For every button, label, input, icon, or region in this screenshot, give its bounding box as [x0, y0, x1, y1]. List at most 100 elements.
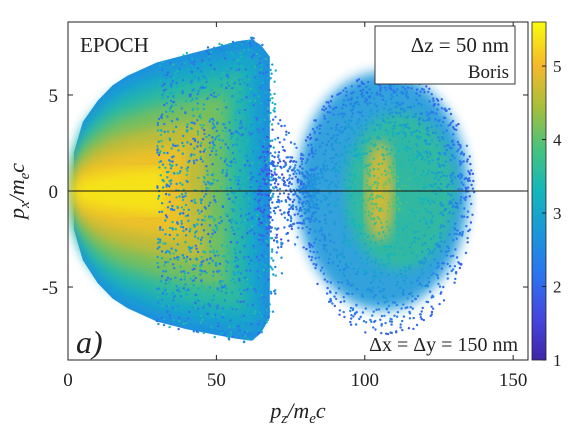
secondary-bunch-point: [428, 151, 432, 154]
main-bunch-point: [259, 86, 262, 90]
secondary-bunch-point: [468, 173, 472, 176]
bridge-point: [270, 161, 273, 164]
secondary-bunch-point: [408, 264, 412, 267]
main-bunch-point: [243, 164, 247, 167]
secondary-bunch-point: [382, 113, 385, 116]
main-bunch-point: [161, 163, 165, 166]
main-bunch-point: [182, 208, 185, 211]
main-bunch-point: [239, 207, 243, 211]
bridge-point: [292, 193, 295, 196]
secondary-bunch-point: [366, 235, 370, 238]
bridge-point: [289, 207, 292, 210]
main-bunch-point: [253, 99, 257, 102]
secondary-bunch-point: [346, 198, 349, 201]
panel-label: a): [76, 324, 103, 360]
bridge-point: [283, 211, 286, 214]
secondary-bunch-point: [352, 106, 355, 110]
secondary-bunch-point: [403, 253, 406, 256]
secondary-bunch-point: [396, 241, 399, 244]
secondary-bunch-point: [454, 228, 457, 231]
secondary-bunch-point: [440, 124, 443, 127]
main-bunch-point: [247, 176, 250, 180]
secondary-bunch-point: [327, 261, 330, 265]
secondary-bunch-point: [373, 320, 376, 324]
secondary-bunch-point: [419, 200, 422, 204]
secondary-bunch-point: [334, 170, 337, 173]
secondary-bunch-point: [449, 174, 452, 178]
main-bunch-point: [199, 144, 202, 147]
main-bunch-point: [233, 143, 236, 146]
main-bunch-point: [243, 136, 246, 139]
main-bunch-point: [238, 176, 242, 179]
secondary-bunch-point: [423, 91, 426, 94]
main-bunch-point: [205, 165, 208, 168]
main-bunch-point: [232, 82, 235, 86]
secondary-bunch-point: [333, 222, 336, 226]
main-bunch-point: [223, 57, 227, 60]
main-bunch-point: [189, 64, 193, 67]
secondary-bunch-point: [386, 300, 389, 303]
secondary-bunch-point: [342, 310, 345, 314]
main-bunch-point: [164, 88, 168, 91]
main-bunch-point: [208, 224, 212, 227]
secondary-bunch-point: [386, 117, 390, 120]
secondary-bunch-point: [397, 207, 401, 210]
secondary-bunch-point: [352, 315, 355, 318]
main-bunch-point: [253, 247, 256, 250]
main-bunch-point: [206, 169, 209, 173]
secondary-bunch-point: [391, 223, 395, 227]
main-bunch-point: [261, 262, 264, 266]
secondary-bunch-point: [415, 254, 418, 258]
secondary-bunch-point: [438, 246, 441, 249]
secondary-bunch-point: [465, 160, 469, 163]
secondary-bunch-point: [376, 110, 379, 113]
main-bunch-point: [169, 179, 173, 182]
secondary-bunch-point: [463, 197, 466, 200]
main-bunch-point: [193, 76, 196, 79]
secondary-bunch-point: [406, 106, 410, 109]
main-bunch-point: [250, 322, 253, 326]
secondary-bunch-point: [347, 292, 350, 296]
secondary-bunch-point: [310, 143, 313, 146]
secondary-bunch-point: [314, 266, 317, 270]
secondary-bunch-point: [355, 303, 358, 306]
secondary-bunch-point: [349, 284, 352, 287]
main-bunch-point: [173, 95, 177, 99]
main-bunch-point: [221, 171, 224, 175]
main-bunch-point: [259, 181, 262, 184]
secondary-bunch-point: [310, 256, 314, 259]
secondary-bunch-point: [358, 186, 362, 189]
main-bunch-point: [243, 108, 247, 112]
main-bunch-point: [170, 104, 173, 108]
bridge-point: [280, 213, 283, 216]
secondary-bunch-point: [468, 155, 471, 158]
bridge-point: [283, 138, 286, 141]
main-bunch-point: [234, 118, 237, 122]
secondary-bunch-point: [430, 310, 434, 314]
main-bunch-point: [224, 143, 227, 146]
secondary-bunch-point: [435, 192, 438, 196]
bridge-point: [262, 167, 265, 170]
secondary-bunch-point: [436, 244, 439, 248]
secondary-bunch-point: [321, 108, 324, 111]
secondary-bunch-point: [427, 226, 430, 229]
bridge-point: [263, 208, 266, 212]
secondary-bunch-point: [344, 125, 347, 129]
main-bunch-point: [253, 232, 256, 235]
secondary-bunch-point: [443, 145, 446, 148]
secondary-bunch-point: [367, 115, 371, 119]
main-bunch-point: [211, 136, 214, 139]
main-bunch-point: [213, 77, 217, 81]
secondary-bunch-point: [382, 192, 386, 196]
bridge-point: [272, 209, 276, 213]
main-bunch-point: [266, 232, 269, 235]
secondary-bunch-point: [452, 126, 455, 129]
secondary-bunch-point: [405, 94, 408, 97]
main-bunch-point: [165, 216, 169, 219]
secondary-bunch-point: [367, 210, 371, 214]
bridge-point: [274, 206, 278, 209]
main-bunch-point: [226, 51, 229, 54]
secondary-bunch-point: [303, 195, 306, 199]
main-bunch-point: [212, 249, 215, 252]
